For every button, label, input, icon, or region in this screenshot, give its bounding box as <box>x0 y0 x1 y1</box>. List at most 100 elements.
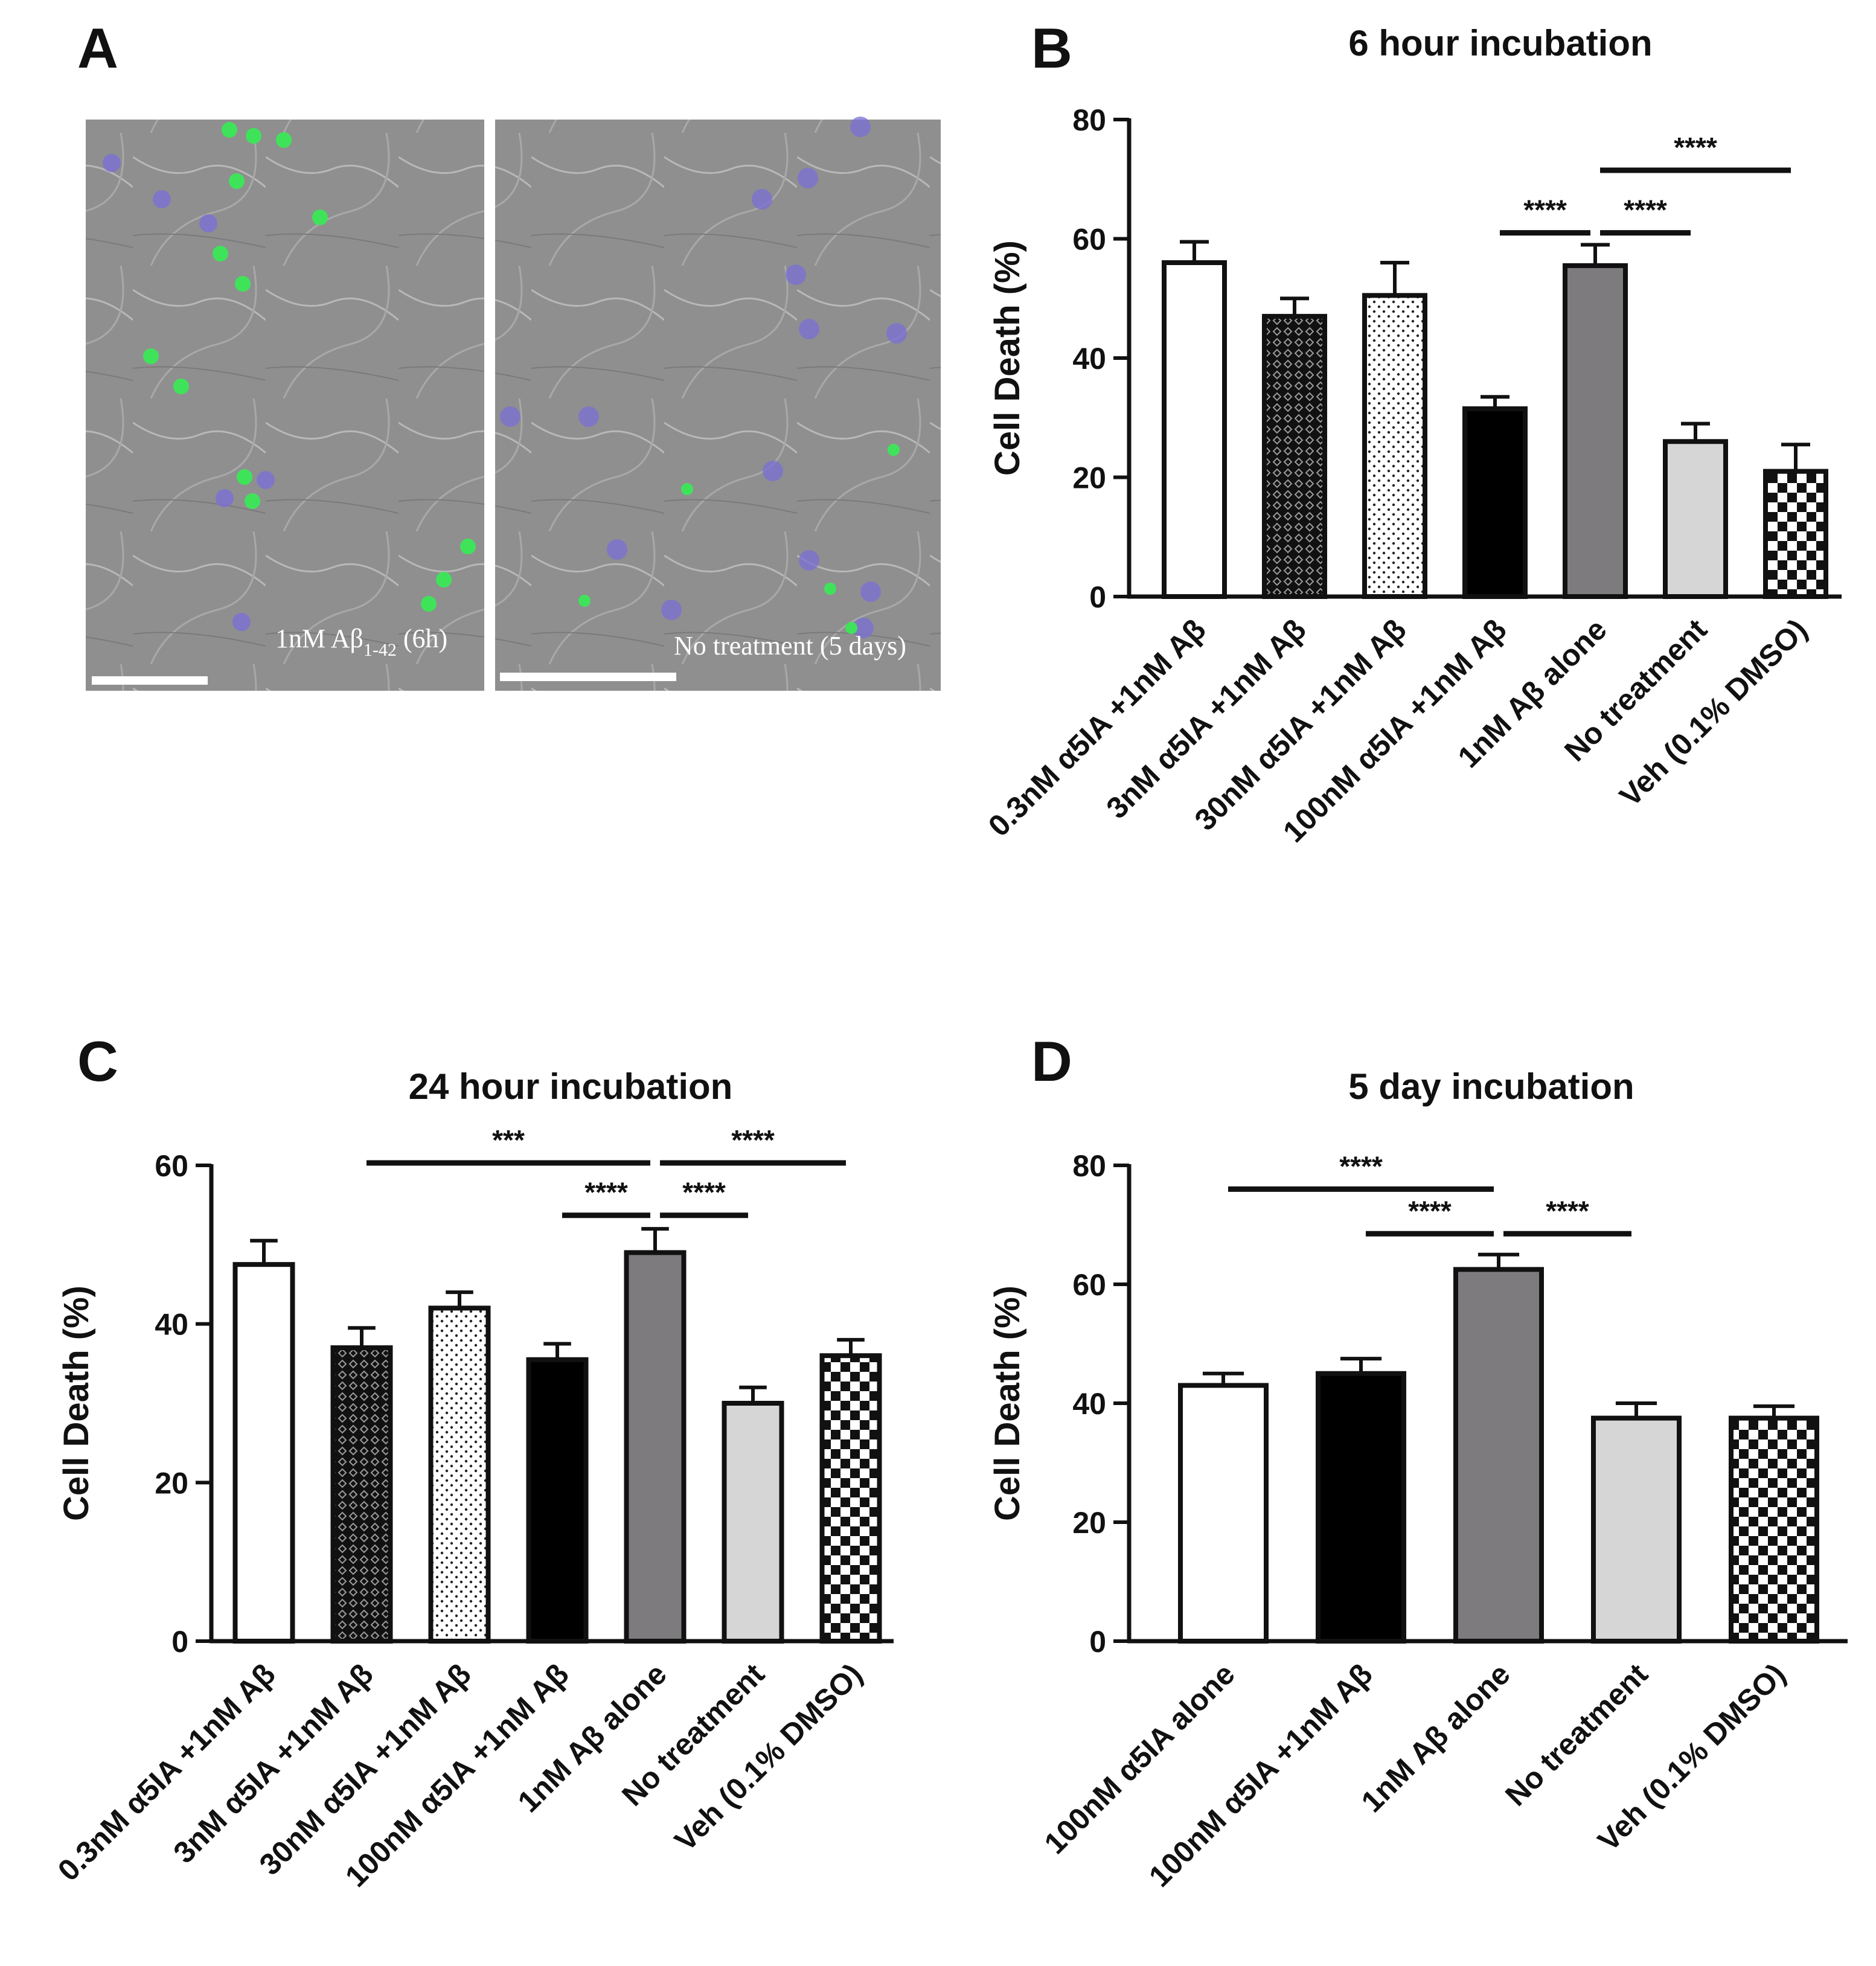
significance-label: **** <box>1546 1195 1589 1226</box>
significance-label: *** <box>492 1124 525 1156</box>
blue-nucleus-marker <box>763 461 783 481</box>
green-cell-marker <box>213 246 228 261</box>
green-cell-marker <box>222 122 237 138</box>
significance-label: **** <box>584 1177 628 1208</box>
blue-nucleus-marker <box>500 406 520 427</box>
green-cell-marker <box>143 348 159 364</box>
y-tick-label: 80 <box>1072 1149 1106 1183</box>
blue-nucleus-marker <box>199 214 217 232</box>
significance-label: **** <box>682 1177 726 1208</box>
green-cell-marker <box>436 572 452 588</box>
x-category-label: 100nM α5IA +1nM Aβ <box>1142 1657 1379 1894</box>
green-cell-marker <box>681 483 693 495</box>
green-cell-marker <box>460 539 476 554</box>
significance-label: **** <box>1523 194 1567 226</box>
blue-nucleus-marker <box>886 323 907 344</box>
significance-label: **** <box>1408 1195 1452 1226</box>
y-tick-label: 0 <box>171 1625 188 1659</box>
chart-title: 5 day incubation <box>1348 1066 1634 1107</box>
micrograph-abeta: 1nM Aβ1-42 (6h) <box>86 120 484 691</box>
blue-nucleus-marker <box>232 613 251 631</box>
blue-nucleus-marker <box>607 539 627 560</box>
blue-nucleus-marker <box>860 581 881 602</box>
bar <box>819 1353 882 1644</box>
chart-title: 24 hour incubation <box>409 1066 733 1107</box>
micrograph-caption: No treatment (5 days) <box>674 631 906 661</box>
significance-label: **** <box>1674 132 1717 163</box>
bar <box>1563 263 1628 599</box>
scale-bar <box>92 676 208 685</box>
green-cell-marker <box>845 622 857 634</box>
green-cell-marker <box>824 583 836 595</box>
blue-nucleus-marker <box>798 168 818 188</box>
blue-nucleus-marker <box>216 489 234 507</box>
blue-nucleus-marker <box>257 471 275 489</box>
bar <box>624 1250 687 1644</box>
y-axis-label: Cell Death (%) <box>988 1286 1027 1521</box>
y-axis-label: Cell Death (%) <box>988 240 1027 476</box>
bar <box>1462 406 1528 599</box>
blue-nucleus-marker <box>661 600 682 620</box>
green-cell-marker <box>235 276 251 292</box>
green-cell-marker <box>173 379 189 394</box>
bar <box>330 1345 393 1644</box>
blue-nucleus-marker <box>153 190 171 208</box>
micrograph-no-treatment: No treatment (5 days) <box>495 117 941 691</box>
bar <box>428 1305 491 1644</box>
bar <box>1178 1383 1269 1644</box>
bar <box>1262 313 1327 599</box>
blue-nucleus-marker <box>752 189 772 210</box>
y-tick-label: 0 <box>1089 580 1106 614</box>
panel-letter-d: D <box>1031 1029 1072 1093</box>
significance-label: **** <box>1624 194 1667 226</box>
blue-nucleus-marker <box>786 264 806 285</box>
caption-subscript: 1-42 <box>363 640 397 660</box>
y-tick-label: 40 <box>155 1308 188 1342</box>
y-tick-label: 60 <box>155 1149 188 1183</box>
x-category-label: Veh (0.1% DMSO) <box>1613 612 1813 813</box>
blue-nucleus-marker <box>578 406 599 427</box>
bar <box>1591 1415 1682 1644</box>
micrograph-abeta-cells <box>103 122 476 631</box>
green-cell-marker <box>888 444 900 456</box>
green-cell-marker <box>276 132 292 148</box>
panel-letter-a: A <box>77 16 118 80</box>
x-category-label: Veh (0.1% DMSO) <box>668 1657 868 1857</box>
green-cell-marker <box>245 493 260 509</box>
y-tick-label: 20 <box>1072 461 1106 495</box>
y-tick-label: 20 <box>1072 1506 1106 1540</box>
caption-main: 1nM Aβ <box>275 624 363 653</box>
panel-letter-b: B <box>1031 16 1072 80</box>
panel-letter-c: C <box>77 1029 118 1093</box>
bar <box>1663 439 1728 599</box>
bar <box>526 1357 589 1644</box>
x-category-label: 1nM Aβ alone <box>1355 1657 1517 1819</box>
bar <box>1162 260 1227 599</box>
chart-title: 6 hour incubation <box>1348 23 1652 63</box>
bar <box>1453 1267 1544 1644</box>
bar <box>1362 293 1427 599</box>
y-tick-label: 60 <box>1072 1268 1106 1302</box>
y-tick-label: 80 <box>1072 103 1106 137</box>
scale-bar <box>500 673 676 681</box>
x-category-label: No treatment <box>1499 1657 1654 1813</box>
y-tick-label: 40 <box>1072 342 1106 376</box>
y-tick-label: 20 <box>155 1466 188 1500</box>
bar <box>722 1401 784 1644</box>
caption-tail: (6h) <box>397 624 447 653</box>
chart-panel-d: 5 day incubation Cell Death (%) 0 20 40 60 80 1… <box>988 1066 1848 1894</box>
bar <box>1729 1415 1819 1644</box>
significance-label: **** <box>731 1124 775 1156</box>
green-cell-marker <box>229 173 245 189</box>
y-tick-label: 0 <box>1089 1625 1106 1659</box>
x-category-label: 3nM α5IA +1nM Aβ <box>1100 612 1312 825</box>
blue-nucleus-marker <box>853 618 874 638</box>
blue-nucleus-marker <box>850 117 871 137</box>
bar <box>1763 469 1828 599</box>
bar <box>1316 1371 1406 1644</box>
y-axis-label: Cell Death (%) <box>57 1286 96 1521</box>
chart-panel-b: 6 hour incubation Cell Death (%) 0 20 40 60 80… <box>982 23 1842 849</box>
bar <box>232 1262 295 1644</box>
